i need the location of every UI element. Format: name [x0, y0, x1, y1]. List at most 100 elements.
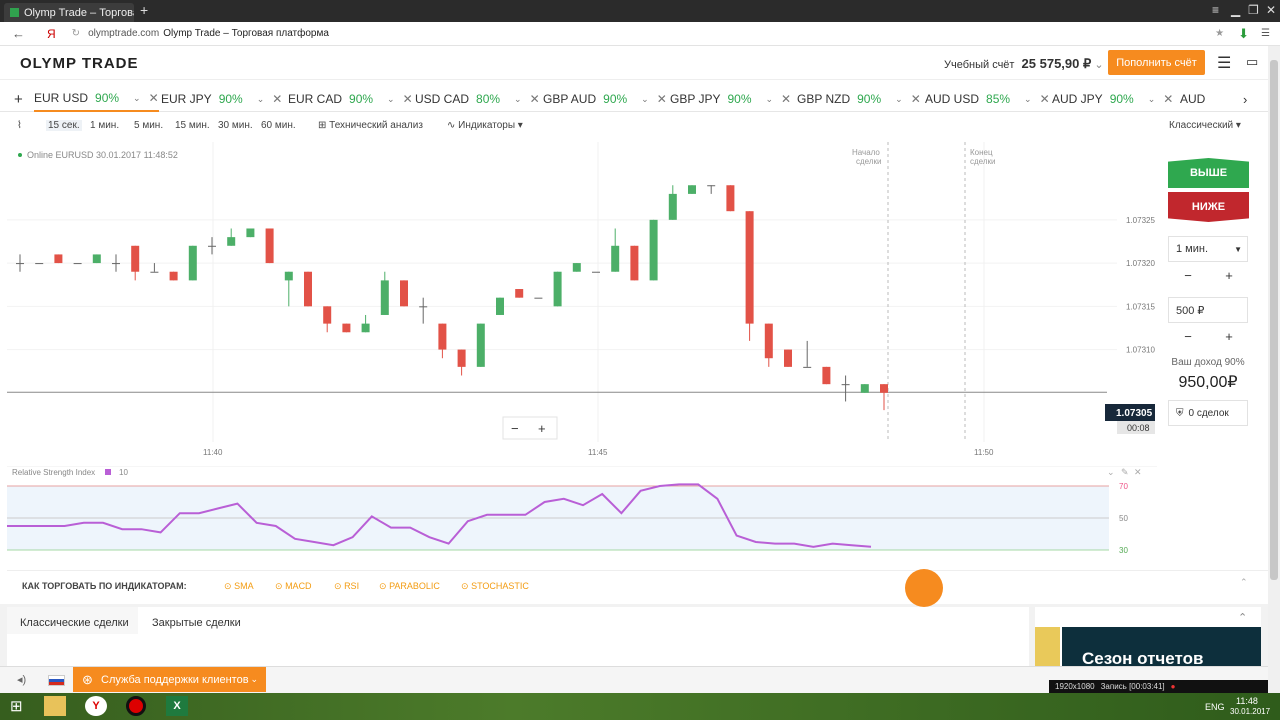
asset-tab-gbp-nzd[interactable]: GBP NZD 90% ⌄ ✕ [797, 86, 921, 112]
olymp-trade-logo[interactable]: OLYMP TRADE [20, 55, 139, 72]
deals-counter[interactable]: ⛨ 0 сделок [1168, 400, 1248, 426]
record-status: Запись [00:03:41] [1100, 682, 1165, 691]
bookmark-star-icon[interactable]: ★ [1215, 28, 1225, 39]
close-tab-icon[interactable]: ✕ [529, 92, 540, 106]
call-button[interactable]: ВЫШЕ [1168, 158, 1249, 188]
asset-tab-gbp-aud[interactable]: GBP AUD 90% ⌄ ✕ [543, 86, 667, 112]
tab-classic-deals[interactable]: Классические сделки [20, 617, 129, 629]
shield-icon: ⛨ [1176, 407, 1184, 419]
candle-body [112, 263, 120, 265]
asset-tab-eur-usd[interactable]: EUR USD 90% ⌄ ✕ [34, 86, 159, 112]
indicator-link[interactable]: ⊙ SMA [224, 581, 254, 592]
chevron-right-icon[interactable]: › [1243, 91, 1248, 107]
close-tab-icon[interactable]: ✕ [272, 92, 283, 106]
promo-arrows-icon[interactable] [1035, 627, 1060, 666]
timeframe-option[interactable]: 15 мин. [175, 120, 210, 131]
reload-icon[interactable]: ↻ [71, 28, 81, 39]
url-domain[interactable]: olymptrade.com [88, 28, 160, 39]
asset-tab-aud-jpy[interactable]: AUD JPY 90% ⌄ ✕ [1052, 86, 1173, 112]
timeframe-option[interactable]: 1 мин. [90, 120, 120, 131]
url-title[interactable]: Olymp Trade – Торговая платформа [163, 28, 329, 39]
close-window-icon[interactable]: ✕ [1266, 3, 1277, 17]
windows-start-icon[interactable]: ⊞ [10, 698, 23, 715]
indicator-link[interactable]: ⊙ STOCHASTIC [461, 581, 529, 592]
close-tab-icon[interactable]: ✕ [656, 92, 667, 106]
record-icon[interactable]: ● [1170, 682, 1176, 691]
timeframe-option[interactable]: 30 мин. [218, 120, 253, 131]
asset-tab-eur-jpy[interactable]: EUR JPY 90% ⌄ ✕ [161, 86, 282, 112]
zoom-control[interactable] [502, 416, 558, 440]
tech-analysis-button[interactable]: ⊞ Технический анализ [318, 120, 423, 131]
rsi-label: Relative Strength Index [12, 468, 95, 477]
tab-closed-deals[interactable]: Закрытые сделки [152, 617, 241, 629]
clock-time[interactable]: 11:48 [1236, 696, 1258, 706]
asset-name: EUR JPY [161, 92, 212, 106]
timeframe-option[interactable]: 5 мин. [134, 120, 164, 131]
page-scrollbar[interactable] [1268, 46, 1280, 693]
price-chart[interactable]: Online EURUSD 30.01.2017 11:48:52 Начало с… [7, 142, 1157, 462]
deal-start-label: Начало сделки [852, 148, 882, 166]
asset-tab-gbp-jpy[interactable]: GBP JPY 90% ⌄ ✕ [670, 86, 791, 112]
menu-icon[interactable]: ≡ [1212, 3, 1220, 17]
asset-tab-eur-cad[interactable]: EUR CAD 90% ⌄ ✕ [288, 86, 413, 112]
volume-icon[interactable]: ◂) [17, 674, 27, 686]
new-tab-button[interactable]: + [140, 2, 149, 18]
chevron-down-icon[interactable]: ⌄ [1107, 467, 1115, 477]
amount-input[interactable]: 500 ₽ [1168, 297, 1248, 323]
asset-tab-aud-usd[interactable]: AUD USD 85% ⌄ ✕ [925, 86, 1050, 112]
file-explorer-icon[interactable] [44, 696, 66, 716]
promo-banner[interactable]: Сезон отчетов [1062, 627, 1261, 666]
chart-style-select[interactable]: Классический ▾ [1169, 120, 1241, 131]
candle-body [323, 306, 332, 324]
close-tab-icon[interactable]: ✕ [148, 91, 159, 105]
close-tab-icon[interactable]: ✕ [781, 92, 792, 106]
asset-name: AUD USD [925, 92, 980, 106]
deposit-button[interactable]: Пополнить счёт [1108, 50, 1205, 75]
add-asset-button[interactable]: + [14, 90, 23, 108]
close-tab-icon[interactable]: ✕ [1039, 92, 1050, 106]
chat-icon[interactable]: ▭ [1246, 54, 1259, 69]
amount-minus[interactable]: − [1184, 329, 1192, 344]
duration-minus[interactable]: − [1184, 268, 1192, 283]
recorder-app-icon[interactable] [126, 696, 146, 716]
close-tab-icon[interactable]: ✕ [402, 92, 413, 106]
close-icon[interactable]: ✕ [1134, 467, 1142, 477]
download-icon[interactable]: ⬇ [1238, 25, 1250, 41]
close-tab-icon[interactable]: ✕ [1163, 92, 1174, 106]
zoom-in-button[interactable]: + [538, 421, 546, 436]
timeframe-option[interactable]: 60 мин. [261, 120, 296, 131]
back-arrow-icon[interactable]: ← [12, 26, 25, 41]
clock-date[interactable]: 30.01.2017 [1230, 707, 1271, 716]
duration-select[interactable]: 1 мин. ▼ [1168, 236, 1248, 262]
collapse-icon[interactable]: ⌃ [1238, 612, 1248, 624]
asset-tab-aud[interactable]: AUD [1180, 86, 1205, 112]
indicator-link[interactable]: ⊙ MACD [275, 581, 312, 592]
maximize-icon[interactable]: ❐ [1248, 3, 1259, 17]
close-tab-icon[interactable]: ✕ [910, 92, 921, 106]
zoom-out-button[interactable]: − [511, 421, 519, 436]
indicator-link[interactable]: ⊙ PARABOLIC [379, 581, 440, 592]
put-button[interactable]: НИЖЕ [1168, 192, 1249, 222]
pencil-icon[interactable]: ✎ [1121, 467, 1129, 477]
browser-menu-icon[interactable]: ☰ [1261, 28, 1270, 39]
excel-icon[interactable]: X [166, 696, 188, 716]
hamburger-menu-icon[interactable]: ☰ [1217, 55, 1232, 72]
timeframe-option[interactable]: 15 сек. [46, 120, 82, 131]
indicators-button[interactable]: ∿ Индикаторы ▾ [447, 120, 523, 131]
chart-type-icon[interactable]: ⌇ [17, 120, 22, 131]
duration-plus[interactable]: + [1225, 268, 1233, 283]
russia-flag-icon[interactable] [48, 675, 65, 686]
yandex-browser-icon[interactable]: Y [85, 696, 107, 716]
minimize-icon[interactable]: ▁ [1231, 3, 1241, 17]
indicator-link[interactable]: ⊙ RSI [334, 581, 359, 592]
support-chat-button[interactable]: ⊛ Служба поддержки клиентов ⌄ [73, 667, 266, 692]
indicators-title: КАК ТОРГОВАТЬ ПО ИНДИКАТОРАМ: [22, 581, 187, 591]
scrollbar-thumb[interactable] [1270, 60, 1278, 580]
amount-plus[interactable]: + [1225, 329, 1233, 344]
language-indicator[interactable]: ENG [1205, 702, 1225, 712]
yandex-icon[interactable]: Я [47, 26, 56, 41]
collapse-icon[interactable]: ⌃ [1240, 577, 1248, 587]
account-selector[interactable]: Учебный счёт 25 575,90 ₽ ⌄ [944, 56, 1104, 72]
asset-tab-usd-cad[interactable]: USD CAD 80% ⌄ ✕ [415, 86, 540, 112]
browser-tab[interactable]: Olymp Trade – Торговая п ✕ [4, 3, 134, 22]
